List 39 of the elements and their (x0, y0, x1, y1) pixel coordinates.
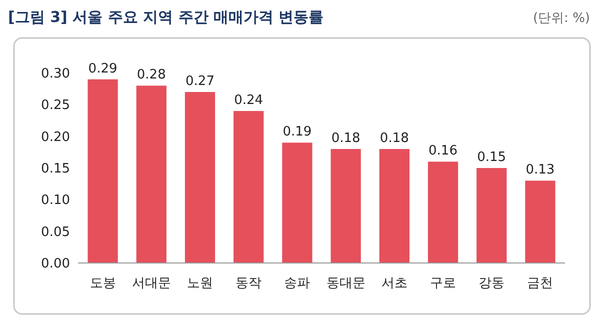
x-tick-label: 동대문 (326, 276, 366, 291)
y-tick-label: 0.05 (41, 224, 70, 240)
x-tick-label: 서대문 (132, 276, 171, 291)
bar (234, 111, 264, 263)
data-label: 0.18 (380, 131, 409, 146)
x-tick-label: 강동 (478, 276, 505, 291)
bar (136, 86, 166, 263)
y-tick-label: 0.10 (41, 193, 70, 208)
data-label: 0.19 (282, 124, 312, 140)
x-tick-label: 서초 (381, 276, 408, 291)
data-label: 0.16 (428, 144, 458, 159)
x-tick-label: 구로 (430, 276, 456, 291)
bar (476, 168, 507, 263)
x-tick-label: 송파 (284, 276, 310, 291)
bar (428, 162, 458, 263)
bar (379, 149, 410, 263)
x-tick-label: 도봉 (90, 276, 116, 291)
y-tick-label: 0.25 (41, 98, 70, 114)
y-tick-label: 0.00 (41, 256, 70, 272)
bar (525, 180, 556, 263)
x-tick-label: 금천 (527, 276, 554, 291)
bar (282, 142, 312, 263)
text: (단위: %) (532, 11, 590, 26)
bar (88, 79, 118, 263)
data-label: 0.27 (186, 74, 214, 89)
x-tick-label: 동작 (236, 276, 262, 291)
data-label: 0.29 (88, 61, 118, 76)
y-tick-label: 0.15 (41, 162, 70, 177)
y-tick-label: 0.30 (41, 66, 70, 82)
data-label: 0.15 (477, 150, 506, 165)
data-label: 0.13 (526, 162, 555, 178)
data-label: 0.24 (234, 93, 264, 108)
x-tick-label: 노원 (186, 276, 213, 291)
bar (184, 92, 216, 263)
data-label: 0.18 (331, 131, 360, 146)
data-label: 0.28 (136, 68, 166, 83)
bar (330, 149, 361, 263)
chart-title: [그림 3] 서울 주요 지역 주간 매매가격 변동률 (8, 8, 324, 26)
y-tick-label: 0.20 (41, 130, 70, 145)
